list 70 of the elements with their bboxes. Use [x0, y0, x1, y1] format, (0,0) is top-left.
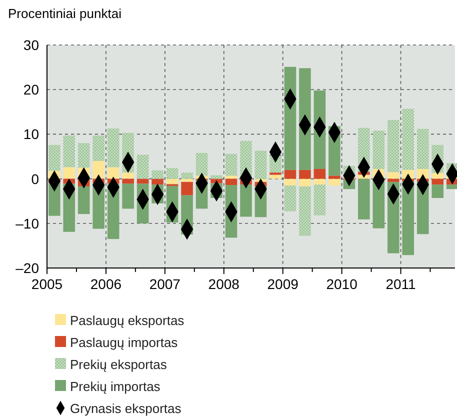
bar — [314, 184, 326, 216]
bar — [92, 136, 104, 161]
y-tick-label: 20 — [23, 82, 40, 98]
y-axis-title: Procentiniai punktai — [8, 6, 122, 21]
bar — [284, 185, 296, 212]
bar — [314, 178, 326, 185]
bar — [299, 186, 311, 236]
bar — [402, 108, 414, 170]
bar — [122, 172, 134, 179]
bar — [387, 120, 400, 172]
bar — [432, 173, 444, 179]
bar — [358, 178, 370, 220]
bar — [432, 184, 444, 198]
bar — [181, 172, 193, 179]
bar — [210, 175, 222, 179]
bar — [284, 178, 296, 186]
bar — [78, 143, 90, 168]
x-tick-label: 2010 — [326, 276, 358, 292]
bar — [432, 178, 444, 185]
bar — [372, 130, 385, 169]
legend-label: Paslaugų eksportas — [70, 313, 185, 328]
bar — [196, 152, 208, 176]
bar — [240, 184, 252, 217]
y-tick-label: 30 — [23, 37, 40, 53]
bar — [270, 174, 282, 179]
legend-label: Paslaugų importas — [70, 335, 178, 350]
bar — [299, 178, 311, 186]
bar — [166, 178, 178, 184]
bar — [328, 176, 340, 179]
bar — [254, 150, 267, 179]
legend-label: Grynasis eksportas — [70, 401, 182, 416]
bar — [107, 128, 120, 168]
legend-label: Prekių eksportas — [70, 357, 168, 372]
bar — [122, 184, 134, 209]
y-tick-label: 0 — [31, 170, 40, 187]
y-tick-label: –20 — [16, 260, 40, 276]
bar — [387, 172, 400, 179]
x-tick-label: 2007 — [149, 276, 181, 292]
bar — [63, 136, 76, 168]
x-tick-label: 2006 — [90, 276, 122, 292]
bar — [387, 178, 400, 182]
bar — [152, 170, 164, 179]
bar — [152, 178, 164, 185]
x-tick-label: 2011 — [386, 276, 416, 292]
x-tick-label: 2008 — [208, 276, 240, 292]
bar — [107, 167, 120, 179]
bar — [122, 178, 134, 184]
x-tick-label: 2005 — [31, 276, 63, 292]
bar — [78, 186, 90, 214]
bar — [166, 168, 178, 179]
bar — [181, 178, 193, 182]
y-tick-label: 10 — [23, 126, 40, 142]
bar — [225, 176, 238, 179]
bar — [63, 167, 76, 179]
bar — [328, 178, 340, 186]
bar — [299, 170, 311, 179]
bar — [416, 128, 429, 169]
bar — [181, 182, 193, 196]
bar — [136, 154, 149, 179]
bar — [225, 154, 238, 176]
bar — [92, 160, 104, 179]
bar — [225, 178, 238, 186]
legend-label: Prekių importas — [70, 379, 161, 394]
y-tick-label: –10 — [16, 215, 40, 232]
x-tick-label: 2009 — [267, 276, 299, 292]
bar — [314, 168, 326, 179]
bar — [48, 144, 60, 171]
bar — [284, 170, 296, 179]
bar — [136, 178, 149, 184]
bar — [446, 184, 457, 190]
